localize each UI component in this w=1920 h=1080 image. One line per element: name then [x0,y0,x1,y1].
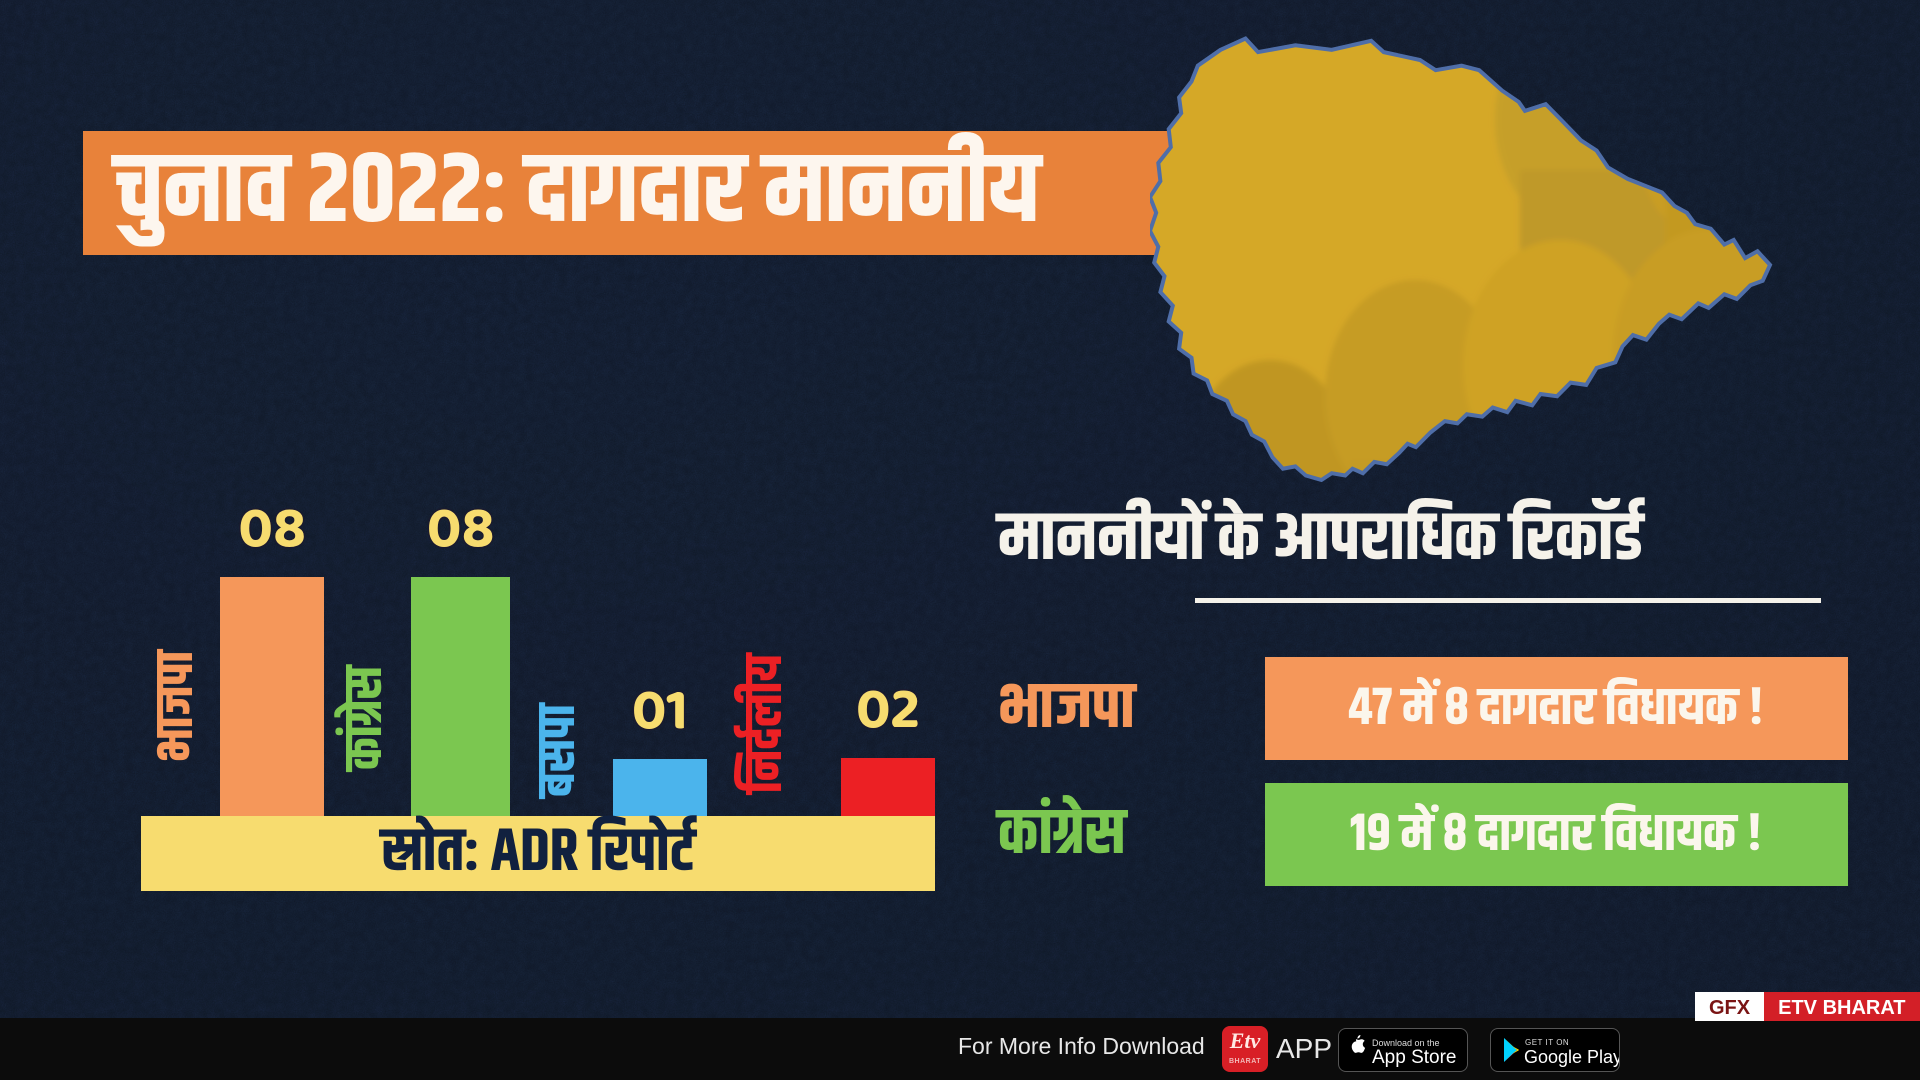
svg-text:GET IT ON: GET IT ON [1525,1038,1569,1047]
svg-text:Google Play: Google Play [1524,1047,1619,1067]
svg-text:App Store: App Store [1372,1047,1457,1068]
